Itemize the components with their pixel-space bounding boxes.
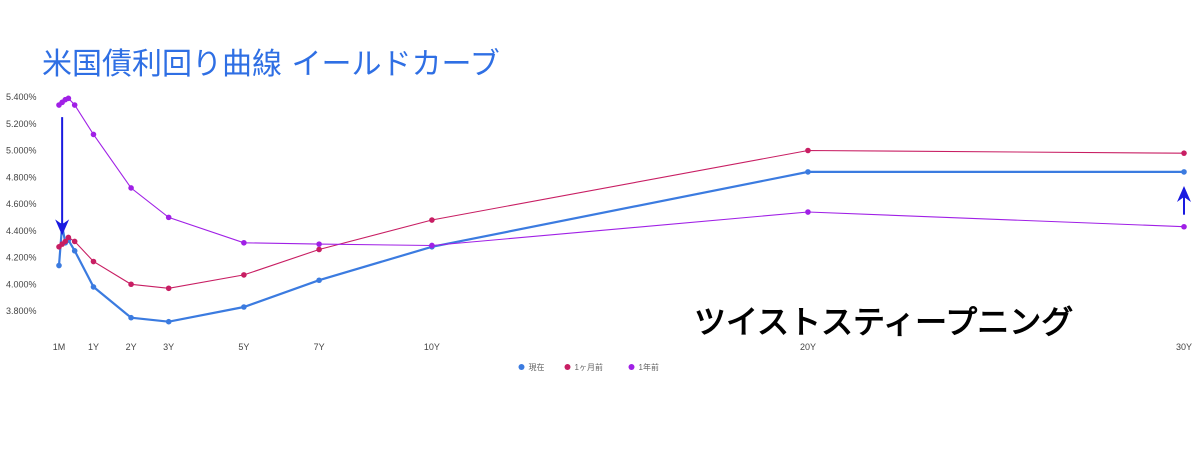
x-tick-label: 7Y: [314, 342, 325, 352]
data-point: [316, 246, 322, 253]
x-tick-label: 20Y: [800, 342, 816, 352]
y-tick-label: 4.800%: [6, 172, 37, 182]
series-layer: [56, 95, 1187, 325]
data-point: [805, 147, 811, 154]
data-point: [316, 277, 322, 284]
y-tick-label: 5.200%: [6, 119, 37, 129]
x-tick-label: 30Y: [1176, 342, 1192, 352]
legend-label: 1年前: [639, 362, 659, 372]
data-point: [71, 248, 78, 254]
data-point: [1181, 169, 1187, 175]
arrows-layer: [55, 117, 1191, 236]
data-point: [65, 234, 72, 241]
data-point: [62, 238, 69, 245]
data-point: [316, 241, 322, 247]
legend-item: 現在: [518, 362, 545, 372]
x-tick-label: 10Y: [424, 342, 440, 352]
data-point: [65, 95, 72, 102]
legend: 現在 1ヶ月前 1年前: [518, 362, 659, 372]
legend-swatch: [628, 364, 635, 370]
x-tick-label: 1Y: [88, 342, 99, 352]
data-point: [241, 304, 247, 310]
y-tick-label: 3.800%: [6, 306, 37, 316]
data-point: [56, 262, 62, 269]
legend-swatch: [518, 364, 525, 370]
y-tick-label: 4.200%: [6, 253, 37, 263]
data-point: [805, 209, 811, 215]
legend-item: 1年前: [628, 362, 659, 372]
data-point: [1181, 223, 1187, 230]
data-point: [429, 242, 435, 249]
legend-swatch: [564, 364, 571, 370]
y-axis-ticks: 3.800% 4.000% 4.200% 4.400% 4.600% 4.800% 5.00…: [6, 92, 37, 316]
y-tick-label: 4.400%: [6, 226, 37, 236]
x-tick-label: 1M: [53, 342, 66, 352]
arrow-up: [1177, 185, 1191, 215]
legend-label: 現在: [529, 362, 545, 372]
legend-label: 1ヶ月前: [575, 362, 603, 372]
data-point: [165, 285, 172, 292]
data-point: [71, 238, 78, 245]
chart-title: 米国債利回り曲線 イールドカーブ: [42, 47, 500, 82]
series-0: [56, 169, 1187, 325]
data-point: [128, 185, 134, 191]
series-2: [56, 95, 1187, 249]
data-point: [429, 217, 435, 223]
data-point: [1181, 150, 1187, 156]
data-point: [241, 239, 247, 246]
x-tick-label: 3Y: [163, 342, 174, 352]
data-point: [90, 258, 97, 265]
y-tick-label: 4.000%: [6, 279, 37, 289]
series-1: [56, 147, 1187, 292]
data-point: [90, 284, 97, 290]
chart-annotation: ツイストスティープニング: [694, 303, 1073, 341]
arrow-head: [55, 219, 70, 236]
series-line: [57, 170, 1184, 323]
data-point: [165, 214, 172, 221]
arrow-head: [1177, 185, 1191, 202]
y-tick-label: 5.400%: [6, 92, 37, 102]
data-point: [241, 272, 247, 278]
y-tick-label: 5.000%: [6, 146, 37, 156]
y-tick-label: 4.600%: [6, 199, 37, 209]
x-axis-ticks: 1M 1Y 2Y 3Y 5Y 7Y 10Y 20Y 30Y: [53, 342, 1192, 352]
data-point: [71, 102, 78, 108]
legend-item: 1ヶ月前: [564, 362, 603, 372]
x-tick-label: 5Y: [238, 342, 249, 352]
data-point: [165, 318, 172, 325]
data-point: [805, 169, 811, 175]
data-point: [90, 131, 97, 138]
x-tick-label: 2Y: [126, 342, 137, 352]
data-point: [128, 314, 134, 321]
arrow-down: [55, 117, 70, 236]
data-point: [128, 281, 134, 288]
